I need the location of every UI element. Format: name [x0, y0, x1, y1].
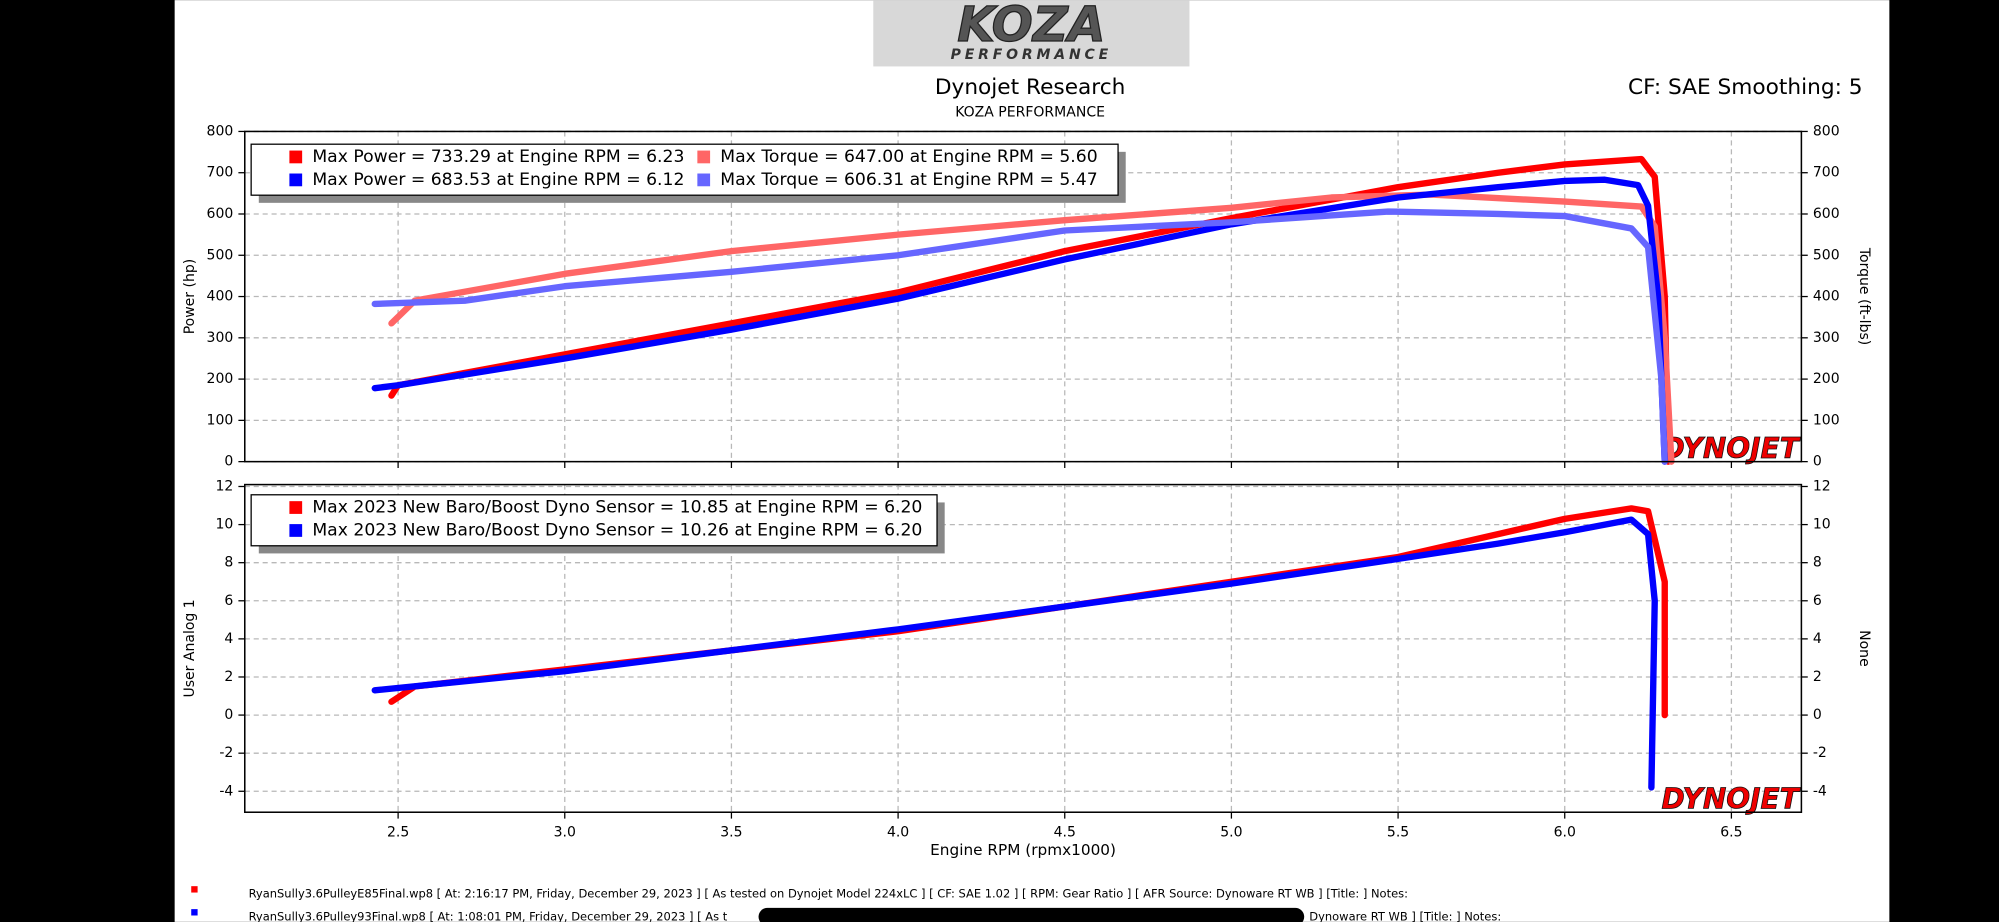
note-marker [191, 886, 198, 893]
legend-swatch [289, 501, 303, 514]
watermark: DYNOJET [1661, 783, 1800, 816]
note: Dynoware RT WB ] [Title: ] Notes: [1309, 909, 1501, 922]
y2-tick-label: 12 [1813, 478, 1831, 494]
y2-tick-label: 8 [1813, 555, 1822, 571]
data-line [371, 208, 1668, 465]
y-tick-label: 6 [224, 593, 233, 609]
y-tick-label: 800 [207, 123, 234, 139]
y2-tick-label: 200 [1813, 371, 1840, 387]
chart-title: Dynojet Research [935, 75, 1126, 100]
data-line [371, 516, 1658, 791]
legend [250, 143, 1119, 196]
charts: 0100200300400500600700800010020030040050… [182, 123, 1872, 859]
y-tick-label: 0 [224, 707, 233, 723]
y-tick-label: 10 [215, 517, 233, 533]
y2-tick-label: 500 [1813, 247, 1840, 263]
y-tick-label: 100 [207, 412, 234, 428]
y-tick-label: 300 [207, 330, 234, 346]
y-tick-label: 200 [207, 371, 234, 387]
y-tick-label: 8 [224, 555, 233, 571]
legend-swatch [289, 150, 303, 164]
x-axis-label: Engine RPM (rpmx1000) [930, 841, 1116, 859]
y2-tick-label: 4 [1813, 631, 1822, 647]
legend-label: Max 2023 New Baro/Boost Dyno Sensor = 10… [312, 520, 922, 540]
legend-label: Max 2023 New Baro/Boost Dyno Sensor = 10… [312, 498, 922, 518]
legend-swatch [697, 150, 711, 164]
x-tick-label: 4.5 [1054, 825, 1076, 841]
y-axis-label: Power (hp) [182, 259, 198, 335]
plot-frame [244, 130, 1803, 463]
redaction [758, 907, 1305, 922]
legend-label: Max Power = 733.29 at Engine RPM = 6.23 [312, 147, 684, 167]
legend [250, 494, 938, 547]
data-line [388, 155, 1672, 465]
y-axis-label: User Analog 1 [182, 599, 198, 697]
y-tick-label: 700 [207, 165, 234, 181]
legend-swatch [697, 173, 711, 187]
chart-subtitle: KOZA PERFORMANCE [955, 104, 1105, 120]
data-line [371, 176, 1668, 465]
y2-tick-label: 100 [1813, 412, 1840, 428]
y2-tick-label: 300 [1813, 330, 1840, 346]
legend-label: Max Torque = 647.00 at Engine RPM = 5.60 [720, 147, 1097, 167]
note: RyanSully3.6Pulley93Final.wp8 [ At: 1:08… [249, 909, 728, 922]
logo-subtext: PERFORMANCE [951, 47, 1112, 63]
y2-tick-label: -4 [1813, 783, 1827, 799]
y2-tick-label: 10 [1813, 517, 1831, 533]
x-tick-label: 3.0 [554, 825, 576, 841]
watermark: DYNOJET [1661, 432, 1800, 465]
x-tick-label: 6.5 [1720, 825, 1742, 841]
note: RyanSully3.6PulleyE85Final.wp8 [ At: 2:1… [249, 886, 1408, 900]
y-tick-label: 0 [224, 454, 233, 470]
x-tick-label: 5.0 [1220, 825, 1242, 841]
y-tick-label: 600 [207, 206, 234, 222]
y2-tick-label: 700 [1813, 165, 1840, 181]
y-tick-label: 400 [207, 289, 234, 305]
y2-axis-label: Torque (ft-lbs) [1856, 247, 1872, 345]
y-tick-label: 12 [215, 478, 233, 494]
y2-tick-label: 800 [1813, 123, 1840, 139]
y2-tick-label: 0 [1813, 707, 1822, 723]
y2-tick-label: 400 [1813, 289, 1840, 305]
y2-tick-label: 6 [1813, 593, 1822, 609]
plot-frame [244, 483, 1803, 813]
logo-text: KOZA [957, 0, 1105, 53]
x-tick-label: 6.0 [1554, 825, 1576, 841]
y2-tick-label: 0 [1813, 454, 1822, 470]
y2-tick-label: -2 [1813, 745, 1827, 761]
logo-box [873, 0, 1190, 67]
y-tick-label: -4 [219, 783, 233, 799]
x-tick-label: 5.5 [1387, 825, 1409, 841]
legend-label: Max Torque = 606.31 at Engine RPM = 5.47 [720, 170, 1097, 190]
x-tick-label: 4.0 [887, 825, 909, 841]
legend-label: Max Power = 683.53 at Engine RPM = 6.12 [312, 170, 684, 190]
x-tick-label: 3.5 [720, 825, 742, 841]
y2-tick-label: 2 [1813, 669, 1822, 685]
y-tick-label: 2 [224, 669, 233, 685]
y-tick-label: 4 [224, 631, 233, 647]
y2-tick-label: 600 [1813, 206, 1840, 222]
x-tick-label: 2.5 [387, 825, 409, 841]
y-tick-label: -2 [219, 745, 233, 761]
note-marker [191, 909, 198, 916]
y-tick-label: 500 [207, 247, 234, 263]
y2-axis-label: None [1856, 630, 1872, 667]
annotation: CF: SAE Smoothing: 5 [1628, 75, 1863, 100]
legend-swatch [289, 524, 303, 537]
legend-swatch [289, 173, 303, 187]
